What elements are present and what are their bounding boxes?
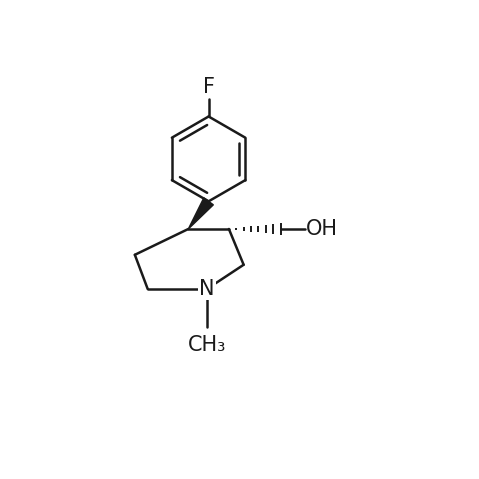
Polygon shape: [188, 198, 213, 229]
Text: OH: OH: [307, 219, 338, 239]
Text: CH₃: CH₃: [188, 335, 226, 355]
Text: N: N: [199, 279, 215, 299]
Text: F: F: [203, 77, 215, 97]
